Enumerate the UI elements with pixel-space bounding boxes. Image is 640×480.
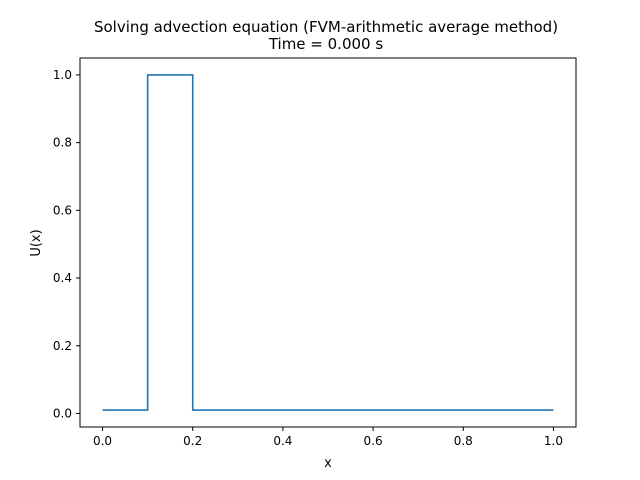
x-tick-label: 1.0 (544, 434, 563, 448)
y-tick-label: 0.2 (53, 339, 72, 353)
y-tick-label: 0.8 (53, 136, 72, 150)
chart-subtitle: Time = 0.000 s (268, 35, 384, 53)
plot-area-frame (79, 57, 577, 428)
x-tick-label: 0.2 (183, 434, 202, 448)
series-line-0 (102, 74, 554, 411)
x-tick-label: 0.6 (364, 434, 383, 448)
y-tick-label: 0.6 (53, 203, 72, 217)
x-tick-label: 0.4 (273, 434, 292, 448)
y-tick-label: 0.4 (53, 271, 72, 285)
y-tick-label: 0.0 (53, 406, 72, 420)
x-tick-label: 0.0 (93, 434, 112, 448)
x-axis-label: x (324, 456, 332, 471)
chart-title: Solving advection equation (FVM-arithmet… (94, 18, 558, 36)
axis-ticks: 0.0 0.2 0.4 0.6 0.8 1.0 0.0 0.2 0.4 0.6 0.8 1.0 (53, 68, 563, 448)
y-tick-label: 1.0 (53, 68, 72, 82)
y-axis-label: U(x) (29, 229, 44, 256)
x-tick-label: 0.8 (454, 434, 473, 448)
series-group (102, 74, 554, 411)
